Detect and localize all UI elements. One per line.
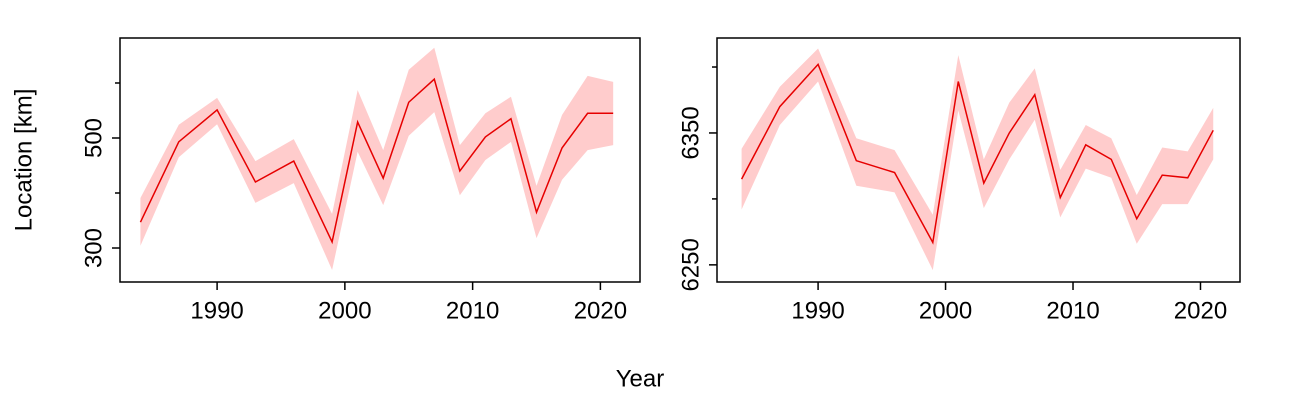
line xyxy=(740,62,1214,245)
line xyxy=(139,77,614,245)
plot-frame xyxy=(716,37,1241,283)
x-tick-label: 2010 xyxy=(1046,297,1099,324)
x-tick-label: 2020 xyxy=(1174,297,1227,324)
x-tick-label: 2000 xyxy=(919,297,972,324)
x-tick-label: 2020 xyxy=(574,297,627,324)
x-tick-label: 2000 xyxy=(318,297,371,324)
x-tick-label: 2010 xyxy=(446,297,499,324)
y-tick-label: 6250 xyxy=(677,238,704,291)
y-axis-label: Location [km] xyxy=(10,89,37,232)
x-tick-label: 1990 xyxy=(791,297,844,324)
confidence-band xyxy=(140,47,614,271)
x-tick-label: 1990 xyxy=(190,297,243,324)
x-axis-label: Year xyxy=(616,365,665,392)
y-tick-label: 500 xyxy=(80,118,107,158)
plot-frame xyxy=(119,37,641,283)
y-tick-label: 6350 xyxy=(677,106,704,159)
y-tick-label: 300 xyxy=(80,228,107,268)
